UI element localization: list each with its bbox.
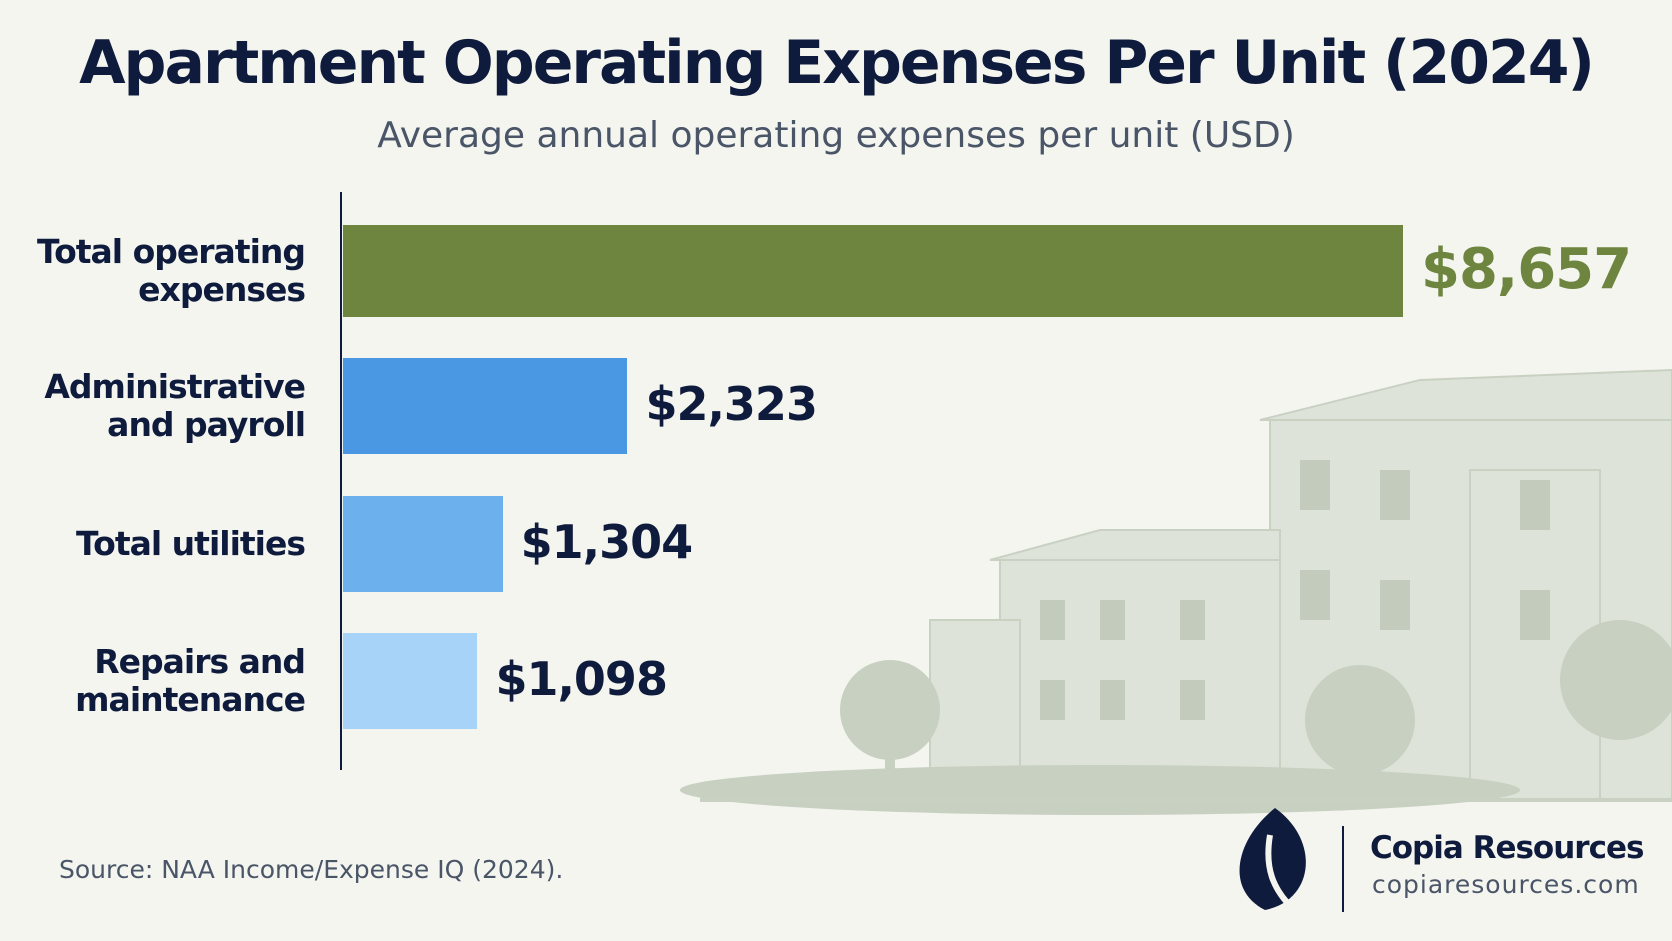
category-label: Administrative and payroll (44, 367, 306, 444)
category-label: Repairs and maintenance (75, 642, 306, 719)
bar (343, 496, 503, 592)
brand-name: Copia Resources (1370, 830, 1644, 866)
value-label: $1,098 (495, 652, 668, 706)
chart-subtitle: Average annual operating expenses per un… (377, 115, 1295, 156)
logo (1239, 808, 1306, 910)
bar (343, 225, 1403, 317)
bar (343, 633, 478, 729)
category-label: Total utilities (76, 524, 306, 563)
bar (343, 358, 628, 454)
value-label: $8,657 (1421, 237, 1632, 302)
brand-url: copiaresources.com (1372, 870, 1640, 899)
value-label: $2,323 (645, 377, 818, 431)
chart-title: Apartment Operating Expenses Per Unit (2… (79, 28, 1595, 98)
category-label: Total operating expenses (36, 232, 306, 309)
value-label: $1,304 (520, 515, 694, 569)
source-note: Source: NAA Income/Expense IQ (2024). (59, 855, 564, 884)
